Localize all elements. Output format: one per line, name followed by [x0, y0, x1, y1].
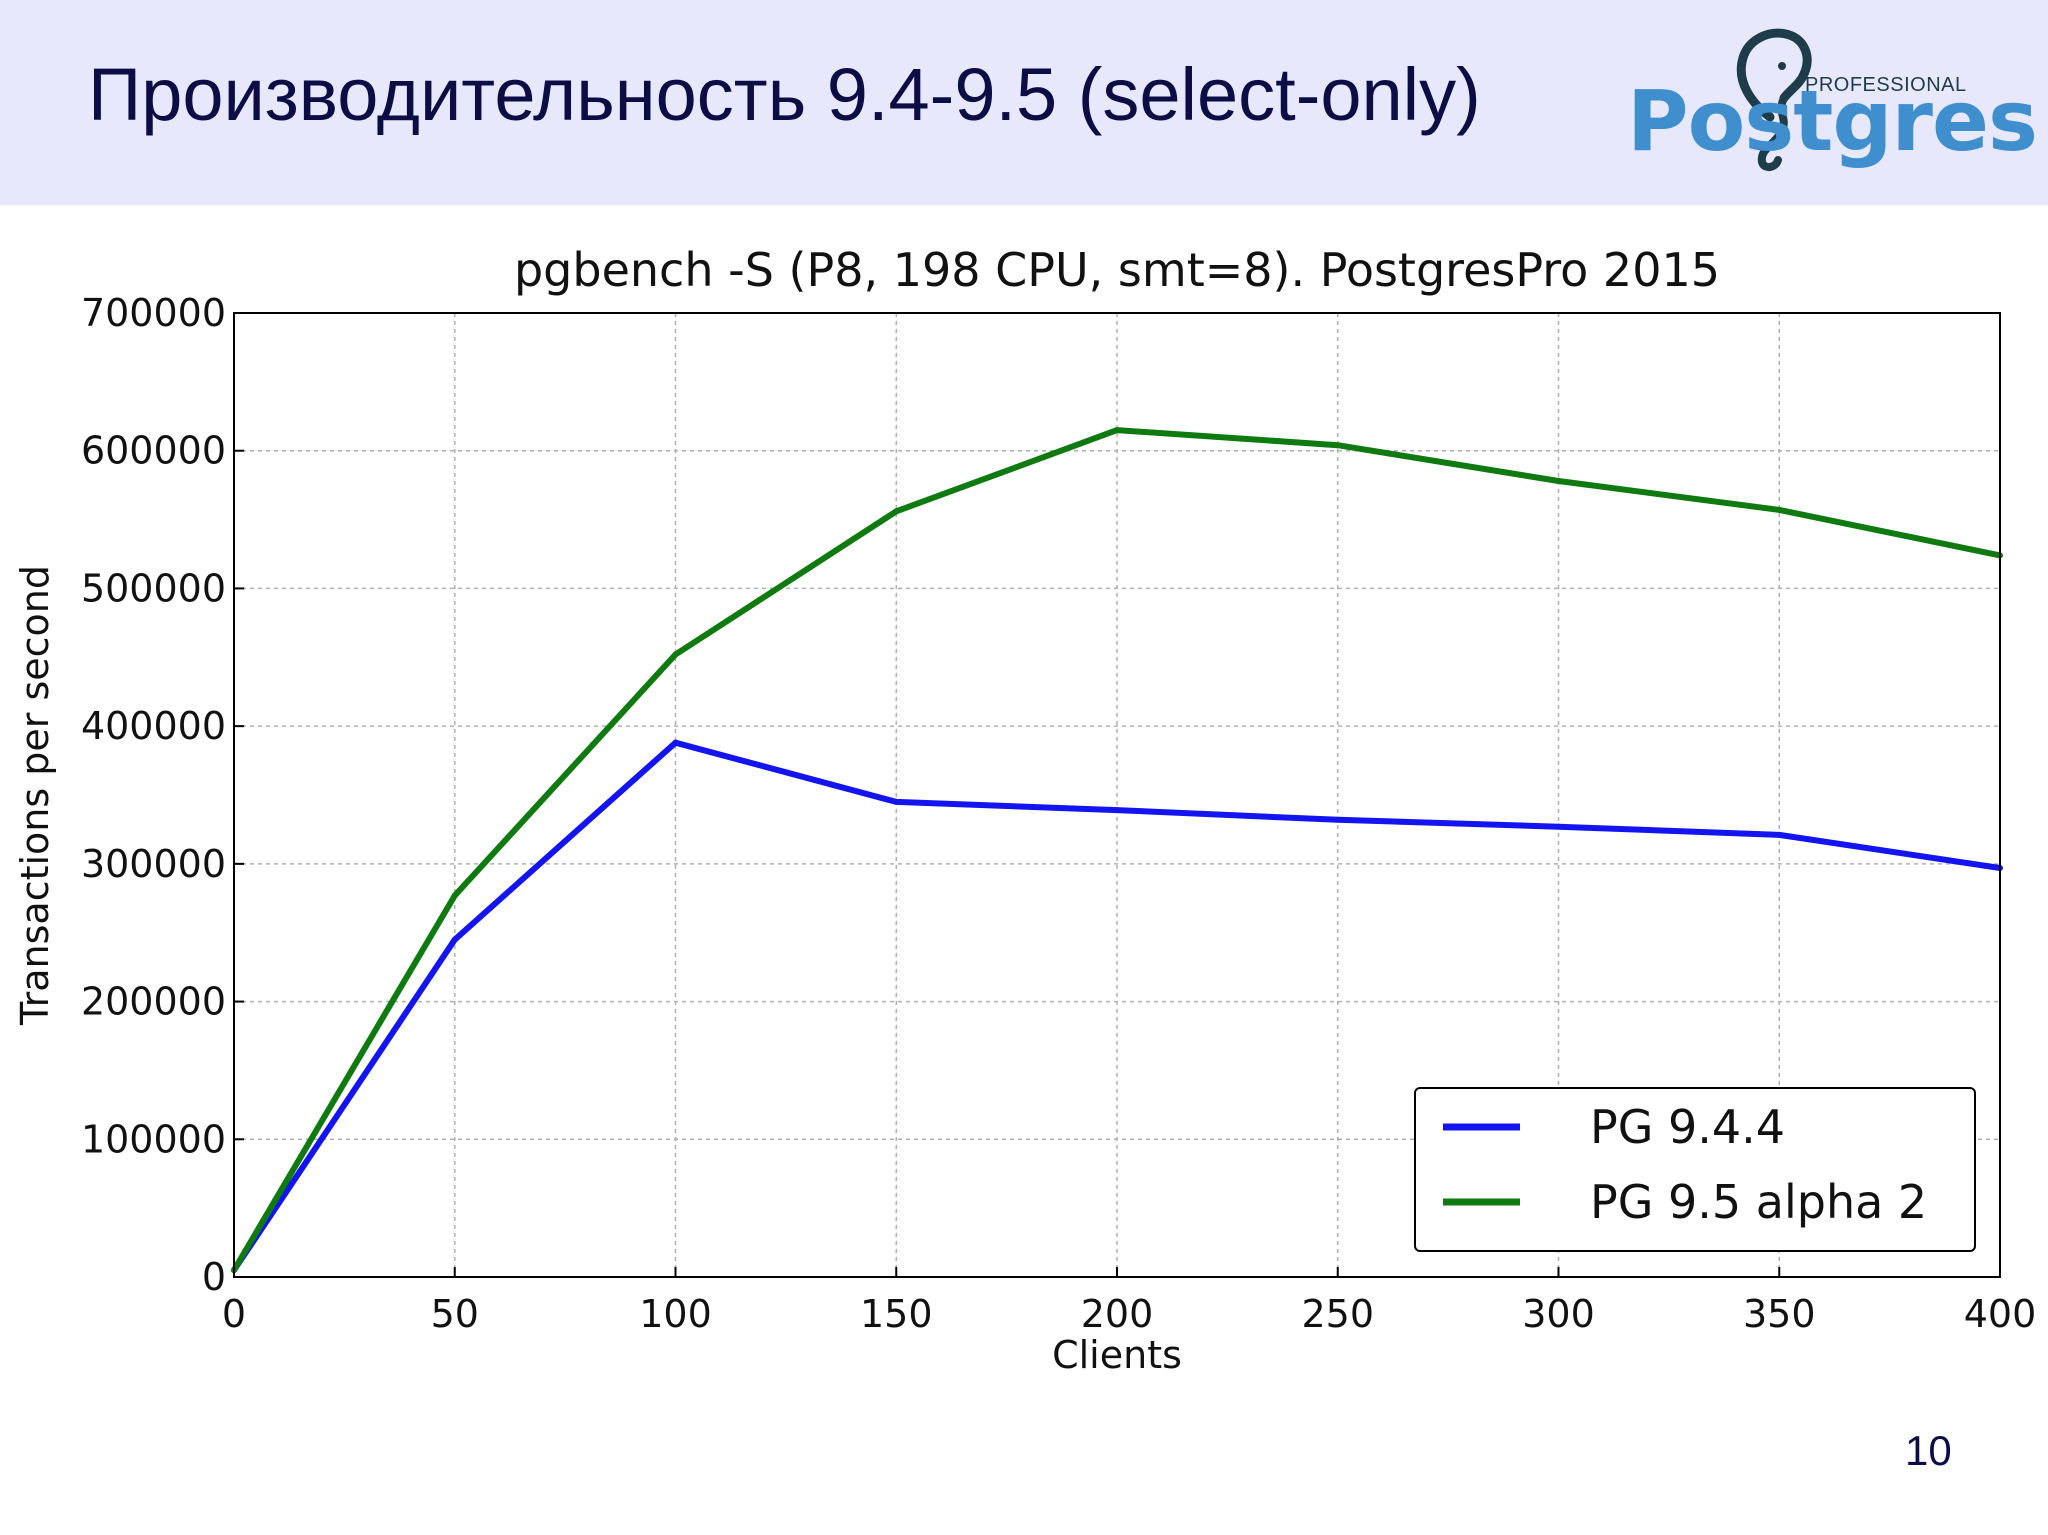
x-tick-label: 100 [639, 1292, 712, 1336]
slide-title: Производительность 9.4-9.5 (select-only) [88, 53, 1481, 136]
y-tick-label: 500000 [81, 566, 226, 610]
slide-header: Производительность 9.4-9.5 (select-only)… [0, 0, 2048, 205]
y-tick-label: 100000 [81, 1117, 226, 1161]
x-tick-label: 250 [1301, 1292, 1374, 1336]
data-point-0-7 [1776, 831, 1783, 838]
x-tick-label: 50 [431, 1292, 479, 1336]
x-tick-label: 150 [860, 1292, 933, 1336]
x-tick-label: 0 [222, 1292, 246, 1336]
data-point-0-4 [1114, 807, 1120, 814]
data-point-0-2 [672, 739, 679, 746]
x-axis-label: Clients [1052, 1333, 1182, 1377]
x-tick-label: 300 [1522, 1292, 1595, 1336]
y-axis-ticks: 0 100000 200000 300000 400000 500000 600000 700… [81, 291, 244, 1299]
data-point-0-1 [451, 936, 458, 943]
legend-label-pg95a2: PG 9.5 alpha 2 [1590, 1175, 1927, 1229]
x-axis-ticks: 0 50 100 150 200 250 300 350 400 [222, 1267, 2036, 1336]
y-tick-label: 400000 [81, 704, 226, 748]
legend-box [1414, 1087, 1976, 1252]
data-point-1-7 [1776, 506, 1783, 513]
y-tick-label: 600000 [81, 429, 226, 473]
chart-series-lines [231, 427, 2003, 1274]
data-point-1-4 [1114, 427, 1120, 434]
data-point-0-6 [1555, 823, 1562, 830]
data-point-1-5 [1334, 442, 1341, 449]
data-point-1-2 [672, 651, 679, 658]
legend-label-pg944: PG 9.4.4 [1590, 1100, 1785, 1154]
page-number: 10 [1905, 1427, 1952, 1474]
y-tick-label: 700000 [81, 291, 226, 335]
data-point-1-1 [451, 892, 458, 899]
elephant-icon [1736, 28, 1812, 171]
postgres-professional-logo: PROFESSIONAL Postgres [1620, 22, 2038, 172]
logo-wordmark: Postgres [1627, 72, 2038, 170]
x-tick-label: 400 [1964, 1292, 2037, 1336]
chart-title: pgbench -S (P8, 198 CPU, smt=8). Postgre… [514, 243, 1720, 297]
data-point-0-3 [893, 798, 900, 805]
y-tick-label: 300000 [81, 842, 226, 886]
chart-legend: PG 9.4.4 PG 9.5 alpha 2 [1414, 1087, 1976, 1252]
data-point-1-6 [1555, 478, 1562, 485]
x-tick-label: 350 [1743, 1292, 1816, 1336]
x-tick-label: 200 [1081, 1292, 1154, 1336]
logo-professional-text: PROFESSIONAL [1805, 74, 1967, 96]
data-point-1-3 [893, 508, 900, 515]
y-tick-label: 0 [202, 1255, 226, 1299]
data-point-0-5 [1334, 816, 1341, 823]
line-chart: 0 50 100 150 200 250 300 350 400 0 100000 200000 30… [13, 243, 2036, 1377]
y-tick-label: 200000 [81, 980, 226, 1024]
y-axis-label: Transactions per second [13, 565, 57, 1026]
